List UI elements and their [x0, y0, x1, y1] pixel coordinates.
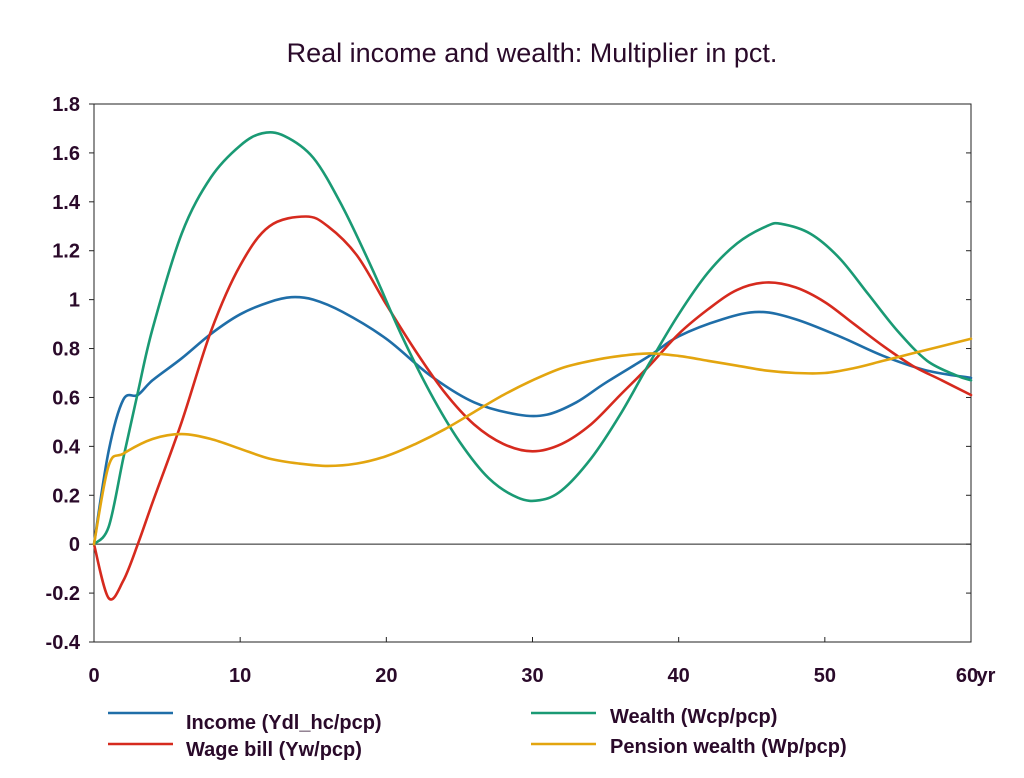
x-tick-label: 40	[668, 665, 690, 687]
plot-area-frame	[93, 103, 972, 643]
x-tick-label: 10	[229, 665, 251, 687]
series-line-wealth	[92, 131, 973, 546]
y-tick-label: 0.4	[52, 436, 81, 458]
y-tick-label: 0.6	[52, 387, 80, 409]
legend-label-pension-wealth: Pension wealth (Wp/pcp)	[610, 736, 847, 758]
y-tick-label: -0.2	[46, 583, 80, 605]
chart-title: Real income and wealth: Multiplier in pc…	[287, 38, 778, 68]
x-tick-label: 50	[814, 665, 836, 687]
legend-label-wealth: Wealth (Wcp/pcp)	[610, 706, 777, 728]
series-line-pension-wealth	[92, 337, 973, 546]
y-tick-label: 0.8	[52, 339, 80, 361]
y-tick-label: 0	[69, 534, 80, 556]
y-tick-label: 1.6	[52, 143, 80, 165]
y-tick-label: 1	[69, 290, 80, 312]
legend: Income (Ydl_hc/pcp) Wage bill (Yw/pcp) Wea…	[108, 706, 847, 761]
series-group	[92, 131, 973, 601]
x-tick-label: 30	[521, 665, 543, 687]
y-tick-label: -0.4	[46, 632, 81, 654]
y-tick-label: 1.2	[52, 241, 80, 263]
x-axis-unit-label: yr	[977, 665, 996, 687]
series-line-wage-bill	[92, 215, 973, 601]
y-tick-label: 1.8	[52, 94, 80, 116]
x-tick-label: 0	[88, 665, 99, 687]
y-axis: -0.4 -0.2 0 0.2 0.4 0.6 0.8 1 1.2 1.4 1.6 1.8	[46, 94, 971, 654]
x-tick-label: 60	[956, 665, 978, 687]
series-line-income	[92, 295, 973, 546]
y-tick-label: 0.2	[52, 485, 80, 507]
x-tick-label: 20	[375, 665, 397, 687]
x-axis: 0 10 20 30 40 50 60	[88, 637, 978, 687]
legend-label-wage-bill: Wage bill (Yw/pcp)	[186, 739, 362, 761]
y-tick-label: 1.4	[52, 192, 81, 214]
legend-label-income: Income (Ydl_hc/pcp)	[186, 712, 382, 734]
